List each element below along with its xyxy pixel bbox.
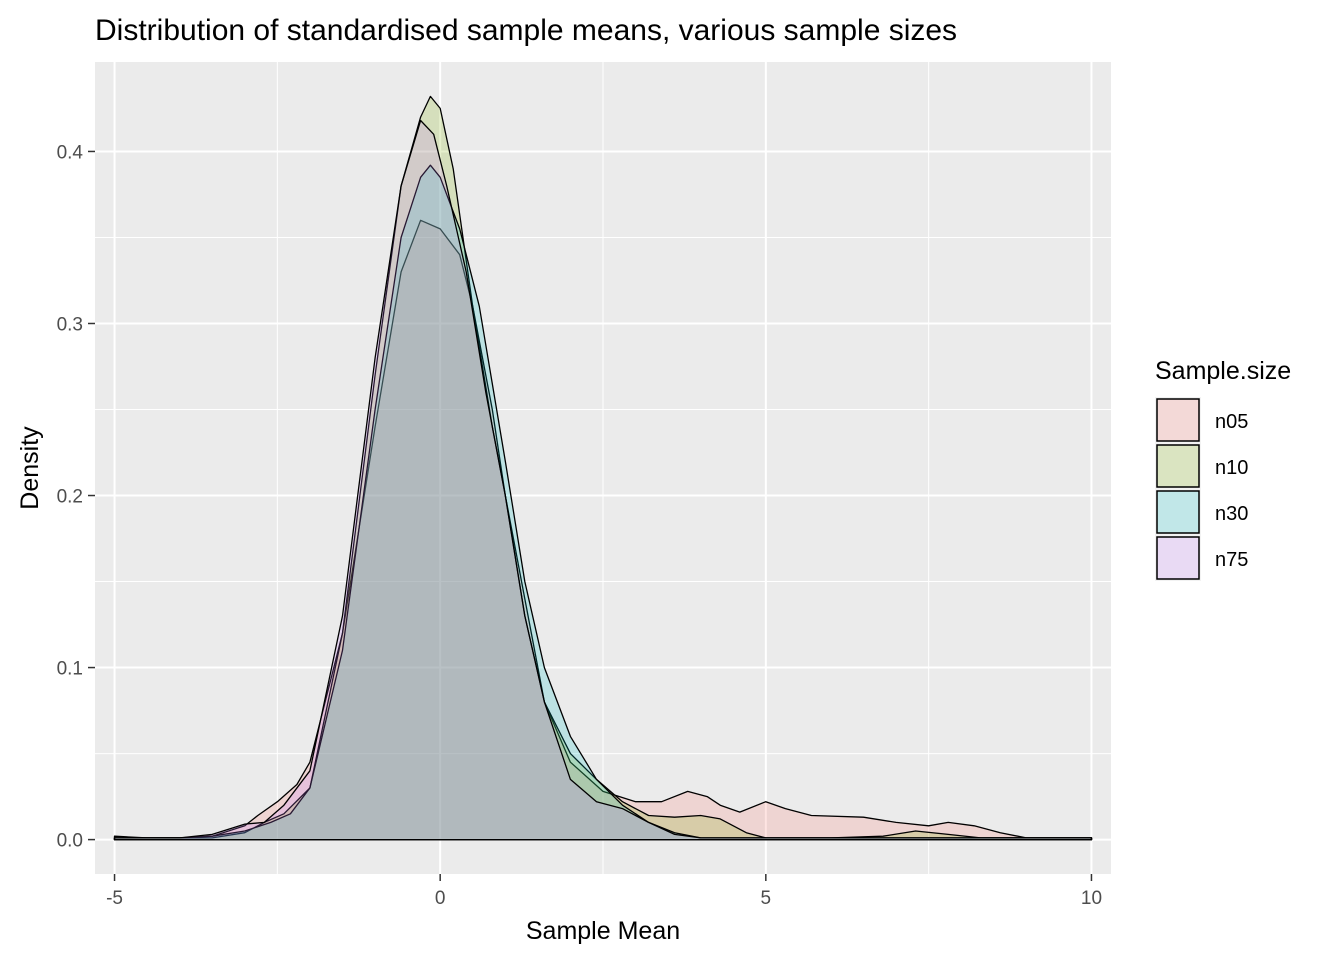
- legend-item-n10: n10: [1155, 443, 1248, 489]
- density-area-n30: [113, 164, 1093, 841]
- x-tick-label: 5: [761, 888, 772, 909]
- y-tick-label: 0.2: [57, 487, 83, 508]
- legend-item-n30: n30: [1155, 489, 1248, 535]
- chart-title: Distribution of standardised sample mean…: [95, 14, 957, 47]
- x-tick-label: -5: [106, 888, 123, 909]
- legend-item-n75: n75: [1155, 535, 1248, 581]
- y-axis-title: Density: [16, 426, 44, 510]
- legend-label: n05: [1215, 411, 1248, 433]
- y-tick-label: 0.0: [57, 831, 83, 852]
- legend: Sample.size n05 n10 n30 n75: [1155, 357, 1291, 581]
- x-tick-label: 10: [1081, 888, 1102, 909]
- legend-key-background: [1155, 397, 1201, 443]
- legend-item-n05: n05: [1155, 397, 1248, 443]
- legend-key-swatch: [1156, 536, 1200, 580]
- legend-key-swatch: [1156, 490, 1200, 534]
- x-tick-label: 0: [435, 888, 446, 909]
- y-tick-label: 0.4: [57, 142, 84, 163]
- legend-items: n05 n10 n30 n75: [1155, 397, 1248, 581]
- x-axis-title: Sample Mean: [526, 917, 680, 945]
- y-tick-label: 0.3: [57, 314, 83, 335]
- legend-key-background: [1155, 443, 1201, 489]
- legend-key-swatch: [1156, 398, 1200, 442]
- y-axis-ticks: 0.0 0.1 0.2 0.3 0.4: [57, 142, 95, 852]
- density-area-n05: [113, 219, 1093, 841]
- legend-title: Sample.size: [1155, 357, 1291, 385]
- legend-label: n75: [1215, 549, 1248, 571]
- density-area-n75: [113, 119, 1093, 841]
- legend-key-background: [1155, 489, 1201, 535]
- legend-label: n10: [1215, 457, 1248, 479]
- x-axis-ticks: -5 0 5 10: [106, 874, 1102, 909]
- density-areas: [113, 95, 1093, 841]
- legend-key-swatch: [1156, 444, 1200, 488]
- legend-label: n30: [1215, 503, 1248, 525]
- y-tick-label: 0.1: [57, 659, 83, 680]
- legend-key-background: [1155, 535, 1201, 581]
- minor-gridlines: [95, 62, 1111, 874]
